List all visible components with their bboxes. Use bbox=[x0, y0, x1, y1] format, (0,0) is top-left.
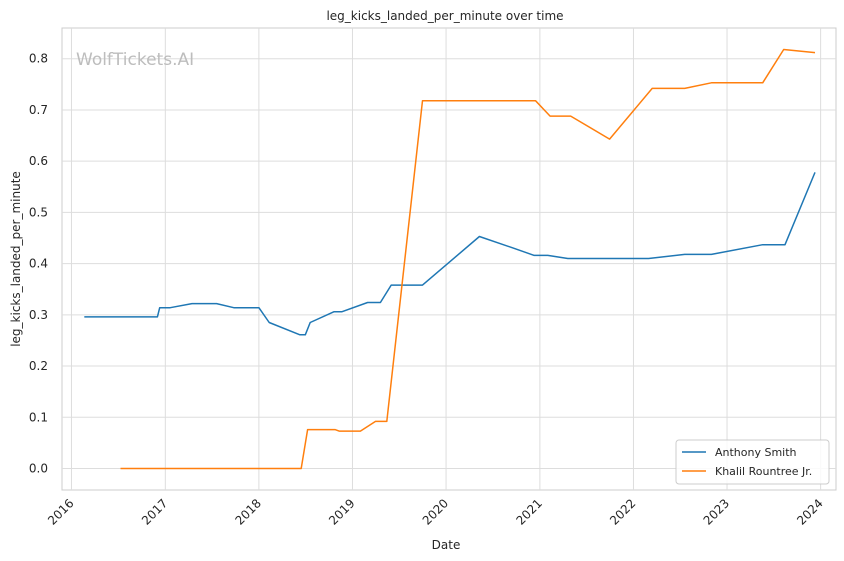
y-tick-label: 0.7 bbox=[29, 103, 48, 117]
legend-label-anthony-smith: Anthony Smith bbox=[715, 446, 797, 459]
x-axis-label: Date bbox=[432, 538, 461, 552]
legend: Anthony Smith Khalil Rountree Jr. bbox=[675, 439, 830, 485]
y-tick-label: 0.3 bbox=[29, 308, 48, 322]
y-tick-label: 0.8 bbox=[29, 52, 48, 66]
y-tick-labels: 0.0 0.1 0.2 0.3 0.4 0.5 0.6 0.7 0.8 bbox=[29, 52, 48, 476]
series-line-anthony-smith bbox=[84, 172, 816, 336]
chart-title: leg_kicks_landed_per_minute over time bbox=[326, 9, 563, 23]
x-tick-label: 2017 bbox=[139, 496, 170, 527]
plot-area bbox=[61, 27, 837, 491]
series-lines bbox=[84, 48, 816, 470]
watermark-text: WolfTickets.AI bbox=[76, 50, 194, 70]
y-tick-label: 0.6 bbox=[29, 154, 48, 168]
legend-label-khalil-rountree: Khalil Rountree Jr. bbox=[715, 465, 812, 478]
y-tick-label: 0.1 bbox=[29, 410, 48, 424]
x-tick-label: 2022 bbox=[607, 496, 638, 527]
legend-box bbox=[675, 439, 830, 485]
x-tick-labels: 2016 2017 2018 2019 2020 2021 2022 2023 2024 bbox=[45, 496, 826, 527]
y-tick-label: 0.0 bbox=[29, 461, 48, 475]
series-line-khalil-rountree-jr bbox=[120, 48, 816, 470]
x-tick-label: 2019 bbox=[326, 496, 357, 527]
y-axis-label: leg_kicks_landed_per_minute bbox=[9, 171, 23, 347]
x-tick-label: 2024 bbox=[794, 496, 825, 527]
x-tick-label: 2018 bbox=[233, 496, 264, 527]
y-tick-label: 0.5 bbox=[29, 205, 48, 219]
x-tick-label: 2021 bbox=[514, 496, 545, 527]
x-tick-label: 2020 bbox=[420, 496, 451, 527]
y-tick-label: 0.2 bbox=[29, 359, 48, 373]
x-tick-label: 2016 bbox=[45, 496, 76, 527]
y-tick-label: 0.4 bbox=[29, 257, 48, 271]
x-tick-label: 2023 bbox=[701, 496, 732, 527]
